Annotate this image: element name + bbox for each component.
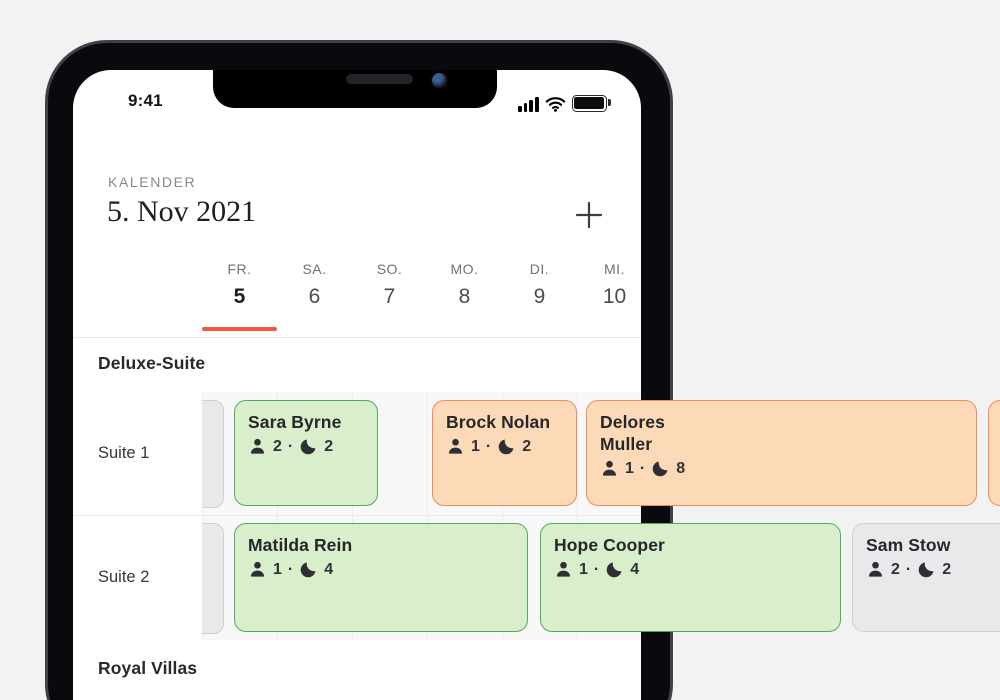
day-number: 5 [233, 285, 246, 308]
page-title: 5. Nov 2021 [107, 195, 257, 228]
booking-meta: 2 · 2 [866, 560, 1000, 579]
guest-name: Brock Nolan [446, 412, 551, 432]
page-eyebrow: KALENDER [108, 174, 197, 190]
booking-card[interactable]: Hope Cooper 1 · 4 [540, 523, 841, 632]
wifi-icon [545, 97, 565, 112]
grid-line [202, 392, 203, 640]
day-cell-fr-5[interactable]: FR. 5 [202, 261, 277, 309]
status-icons [518, 94, 618, 112]
day-cell-mo-8[interactable]: MO. 8 [427, 261, 502, 309]
moon-icon [606, 562, 622, 578]
day-number: 9 [533, 285, 546, 308]
day-number: 6 [308, 285, 321, 308]
night-count: 4 [630, 560, 640, 578]
guest-count: 1 [471, 437, 480, 455]
day-number: 8 [458, 285, 471, 308]
day-label: MO. [450, 261, 479, 277]
category-title: Deluxe-Suite [98, 353, 206, 373]
day-label: FR. [227, 261, 252, 277]
moon-icon [300, 439, 316, 455]
booking-meta: 1 · 4 [248, 560, 514, 579]
meta-separator: · [593, 560, 600, 578]
day-label: SA. [302, 261, 327, 277]
day-label: DI. [529, 261, 550, 277]
moon-icon [300, 562, 316, 578]
night-count: 2 [324, 437, 334, 455]
person-icon [868, 561, 883, 577]
cellular-signal-icon [518, 96, 539, 112]
guest-name: Matilda Rein [248, 535, 353, 555]
room-label: Suite 2 [98, 568, 150, 586]
grid-line [577, 392, 578, 640]
day-cell-mi-10[interactable]: MI. 10 [577, 261, 641, 309]
front-camera [430, 71, 449, 90]
guest-count: 2 [273, 437, 282, 455]
day-label: SO. [376, 261, 403, 277]
meta-separator: · [905, 560, 912, 578]
person-icon [602, 460, 617, 476]
status-time: 9:41 [128, 91, 163, 110]
partial-booking-card[interactable] [988, 400, 1000, 506]
day-cell-so-7[interactable]: SO. 7 [352, 261, 427, 309]
meta-separator: · [287, 437, 294, 455]
category-title: Royal Villas [98, 658, 198, 678]
person-icon [556, 561, 571, 577]
notch [213, 70, 497, 108]
guest-name: Hope Cooper [554, 535, 665, 555]
night-count: 2 [522, 437, 532, 455]
divider [73, 337, 641, 338]
booking-card[interactable]: Brock Nolan 1 · 2 [432, 400, 577, 506]
meta-separator: · [639, 459, 646, 477]
booking-meta: 1 · 8 [600, 459, 963, 478]
person-icon [250, 561, 265, 577]
moon-icon [918, 562, 934, 578]
person-icon [448, 438, 463, 454]
booking-meta: 2 · 2 [248, 437, 364, 456]
day-number: 7 [383, 285, 396, 308]
grid-line [352, 392, 353, 640]
room-label: Suite 1 [98, 444, 150, 462]
plus-icon [575, 201, 603, 229]
room-label-column: Suite 1 Suite 2 [73, 392, 202, 640]
day-number: 10 [602, 285, 627, 308]
speaker-grille [346, 74, 413, 84]
night-count: 4 [324, 560, 334, 578]
guest-count: 1 [579, 560, 588, 578]
guest-count: 1 [625, 459, 634, 477]
booking-card[interactable]: Matilda Rein 1 · 4 [234, 523, 528, 632]
guest-name: Delores Muller [600, 412, 665, 455]
guest-count: 1 [273, 560, 282, 578]
booking-card[interactable]: Delores Muller 1 · 8 [586, 400, 977, 506]
booking-card[interactable]: Sam Stow 2 · 2 [852, 523, 1000, 632]
add-booking-button[interactable] [571, 197, 607, 233]
day-cell-sa-6[interactable]: SA. 6 [277, 261, 352, 309]
grid-line [502, 392, 503, 640]
selected-day-underline [202, 327, 277, 331]
night-count: 8 [676, 459, 686, 477]
grid-line [277, 392, 278, 640]
meta-separator: · [287, 560, 294, 578]
person-icon [250, 438, 265, 454]
day-cell-di-9[interactable]: DI. 9 [502, 261, 577, 309]
guest-count: 2 [891, 560, 900, 578]
grid-line [427, 392, 428, 640]
row-divider [73, 515, 641, 516]
battery-icon [571, 94, 611, 112]
day-label: MI. [604, 261, 625, 277]
moon-icon [652, 461, 668, 477]
guest-name: Sara Byrne [248, 412, 342, 432]
moon-icon [498, 439, 514, 455]
guest-name: Sam Stow [866, 535, 951, 555]
booking-meta: 1 · 2 [446, 437, 563, 456]
booking-meta: 1 · 4 [554, 560, 827, 579]
booking-card[interactable]: Sara Byrne 2 · 2 [234, 400, 378, 506]
meta-separator: · [485, 437, 492, 455]
night-count: 2 [942, 560, 952, 578]
